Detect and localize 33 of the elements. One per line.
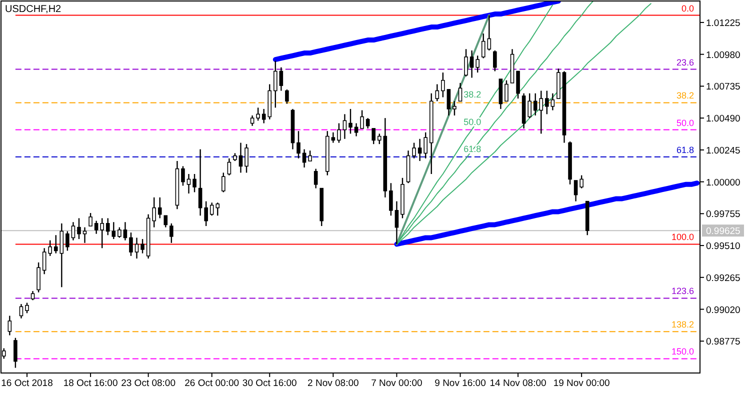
x-tick-label: 18 Oct 16:00 bbox=[63, 378, 118, 389]
annotation: 61.8 bbox=[676, 144, 694, 155]
x-tick-label: 14 Nov 08:00 bbox=[490, 378, 546, 389]
x-tick-label: 30 Oct 16:00 bbox=[242, 378, 297, 389]
x-tick-label: 7 Nov 00:00 bbox=[371, 378, 422, 389]
annotation: 100.0 bbox=[671, 232, 694, 242]
annotation: 0.0 bbox=[681, 3, 694, 14]
x-tick-label: 23 Oct 08:00 bbox=[121, 378, 176, 389]
chart-title: USDCHF,H2 bbox=[5, 4, 62, 15]
annotation: 23.6 bbox=[676, 57, 694, 68]
annotation: 138.2 bbox=[671, 320, 694, 330]
y-tick-label: 1.00980 bbox=[706, 50, 740, 61]
x-tick-label: 2 Nov 08:00 bbox=[308, 378, 359, 389]
annotation: 38.2 bbox=[676, 90, 694, 101]
annotation: 38.2 bbox=[464, 89, 482, 100]
y-tick-label: 0.99510 bbox=[706, 241, 740, 252]
y-tick-label: 0.98775 bbox=[706, 336, 740, 348]
annotation: 50.0 bbox=[676, 118, 694, 128]
y-tick-label: 1.00735 bbox=[706, 82, 740, 93]
ref-line-label: 0.99625 bbox=[706, 226, 740, 238]
x-tick-label: 9 Nov 16:00 bbox=[434, 378, 486, 389]
y-tick-label: 1.00000 bbox=[706, 177, 740, 188]
annotation: 123.6 bbox=[671, 286, 694, 296]
y-tick-label: 1.01225 bbox=[706, 18, 740, 29]
y-tick-label: 0.99265 bbox=[706, 272, 740, 284]
x-tick-label: 19 Nov 00:00 bbox=[553, 378, 610, 389]
x-tick-label: 26 Oct 00:00 bbox=[184, 378, 240, 389]
y-tick-label: 0.99020 bbox=[706, 304, 740, 316]
y-tick-label: 1.00245 bbox=[706, 145, 740, 156]
y-tick-label: 0.99755 bbox=[706, 209, 740, 220]
annotation: 150.0 bbox=[671, 346, 694, 357]
y-tick-label: 1.00490 bbox=[706, 114, 740, 125]
x-tick-label: 16 Oct 2018 bbox=[1, 378, 53, 389]
